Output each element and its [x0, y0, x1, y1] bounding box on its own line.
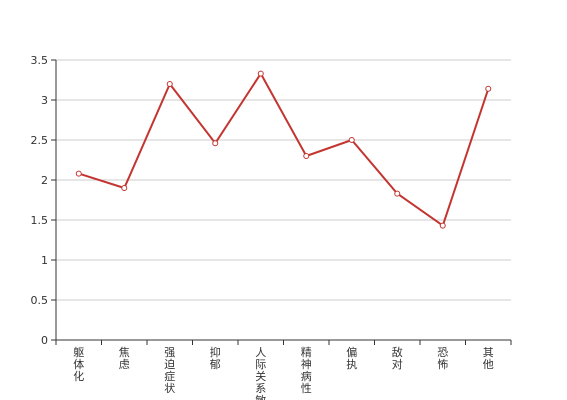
- y-axis-ticks: 0 0.5 1 1.5 2 2.5 3 3.5: [31, 54, 56, 347]
- x-axis-ticks: 躯体化 焦虑 强迫症状 抑郁 人际关系敏感 精神病性 偏执 敌对 恐怖 其他: [55, 340, 512, 400]
- series-line-path: [78, 72, 490, 227]
- y-tick-label: 3: [41, 94, 48, 107]
- grid-lines: [56, 59, 511, 301]
- data-point[interactable]: [75, 170, 82, 177]
- data-points: [75, 70, 492, 229]
- axes: [55, 60, 511, 341]
- y-tick-label: 2: [41, 174, 48, 187]
- x-tick-label: 躯体化: [73, 346, 84, 383]
- y-tick-label: 3.5: [31, 54, 49, 67]
- x-tick-label: 其他: [483, 346, 494, 371]
- data-point[interactable]: [439, 222, 446, 229]
- x-tick-label: 抑郁: [210, 345, 221, 371]
- data-point[interactable]: [303, 153, 310, 159]
- y-tick-label: 0.5: [31, 294, 49, 307]
- data-point[interactable]: [348, 137, 355, 143]
- y-tick-label: 1.5: [31, 214, 49, 227]
- x-tick-label: 强迫症状: [164, 346, 175, 395]
- x-tick-label: 精神病性: [301, 346, 312, 395]
- x-tick-label: 敌对: [392, 345, 403, 371]
- y-tick-label: 2.5: [31, 134, 49, 147]
- x-tick-label: 恐怖: [437, 346, 448, 371]
- x-tick-label: 人际关系敏感: [255, 346, 266, 400]
- data-point[interactable]: [257, 70, 264, 77]
- y-tick-label: 0: [41, 334, 48, 347]
- data-point[interactable]: [121, 185, 128, 191]
- data-point[interactable]: [166, 81, 173, 87]
- data-point[interactable]: [394, 190, 401, 197]
- y-tick-label: 1: [41, 254, 48, 267]
- series-line: [78, 72, 490, 227]
- x-tick-label: 偏执: [346, 345, 357, 371]
- data-point[interactable]: [485, 85, 492, 92]
- x-tick-label: 焦虑: [119, 346, 130, 371]
- data-point[interactable]: [212, 140, 219, 147]
